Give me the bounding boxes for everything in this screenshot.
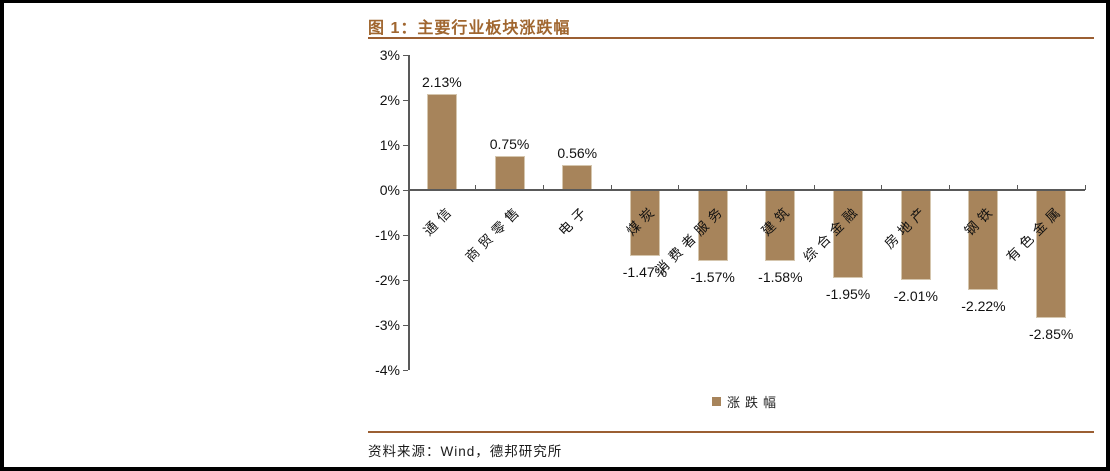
source-divider [368, 431, 1094, 433]
x-axis-tick-0 [407, 185, 409, 190]
x-axis-tick-9 [1016, 185, 1018, 190]
y-tick-label-7: -4% [375, 362, 400, 378]
x-axis-tick-3 [610, 185, 612, 190]
source-note: 资料来源：Wind，德邦研究所 [368, 444, 563, 459]
bar-4 [697, 190, 728, 261]
value-label-4: -1.57% [690, 268, 735, 285]
x-axis-tick-5 [746, 185, 747, 190]
y-axis-tick-7 [403, 369, 408, 371]
y-tick-label-6: -3% [375, 317, 400, 333]
x-axis-tick-10 [1084, 185, 1086, 190]
x-axis-tick-6 [813, 185, 815, 190]
x-axis-tick-2 [542, 185, 544, 190]
x-axis-tick-1 [475, 185, 477, 190]
bar-0 [426, 94, 457, 190]
y-tick-label-3: 0% [379, 182, 400, 198]
y-axis-tick-4 [403, 234, 408, 236]
legend-label: 涨跌幅 [726, 395, 781, 410]
value-label-7: -2.01% [893, 288, 938, 305]
y-axis-tick-3 [403, 189, 408, 191]
y-axis-tick-1 [403, 99, 408, 101]
chart-legend: 涨跌幅 [408, 392, 1085, 411]
y-axis-tick-2 [403, 144, 408, 146]
y-axis-tick-0 [403, 54, 408, 56]
figure-title: 图 1：主要行业板块涨跌幅 [368, 20, 571, 37]
title-underline [368, 37, 1094, 39]
bar-8 [968, 190, 999, 290]
legend-swatch-icon [711, 397, 721, 406]
value-label-5: -1.58% [758, 269, 803, 286]
value-label-6: -1.95% [825, 285, 871, 302]
y-tick-label-2: 1% [379, 137, 400, 153]
y-tick-label-5: -2% [375, 272, 400, 288]
bar-7 [900, 190, 931, 281]
value-label-8: -2.22% [961, 297, 1006, 314]
x-axis-tick-4 [678, 185, 680, 190]
x-axis-tick-8 [949, 185, 951, 190]
value-label-0: 2.13% [421, 74, 462, 91]
x-axis-tick-7 [881, 185, 883, 190]
x-axis-line [408, 189, 1085, 191]
value-label-9: -2.85% [1028, 326, 1074, 343]
y-tick-label-0: 3% [379, 47, 400, 63]
bar-9 [1036, 190, 1067, 319]
bar-chart: 3% 2% 1% 0% -1% -2% -3% -4% 2.13% 0.75% 0.56% -1.47… [4, 3, 1106, 467]
y-axis-tick-5 [403, 279, 408, 281]
bar-2 [562, 164, 593, 190]
value-label-3: -1.47% [622, 264, 668, 281]
value-label-1: 0.75% [489, 136, 530, 153]
y-tick-label-4: -1% [375, 227, 400, 243]
y-axis-line [408, 55, 410, 370]
bar-1 [494, 156, 525, 190]
bar-5 [765, 190, 796, 262]
value-label-2: 0.56% [557, 144, 598, 161]
bar-6 [833, 190, 864, 278]
y-axis-tick-6 [403, 324, 408, 326]
y-tick-label-1: 2% [379, 92, 400, 108]
